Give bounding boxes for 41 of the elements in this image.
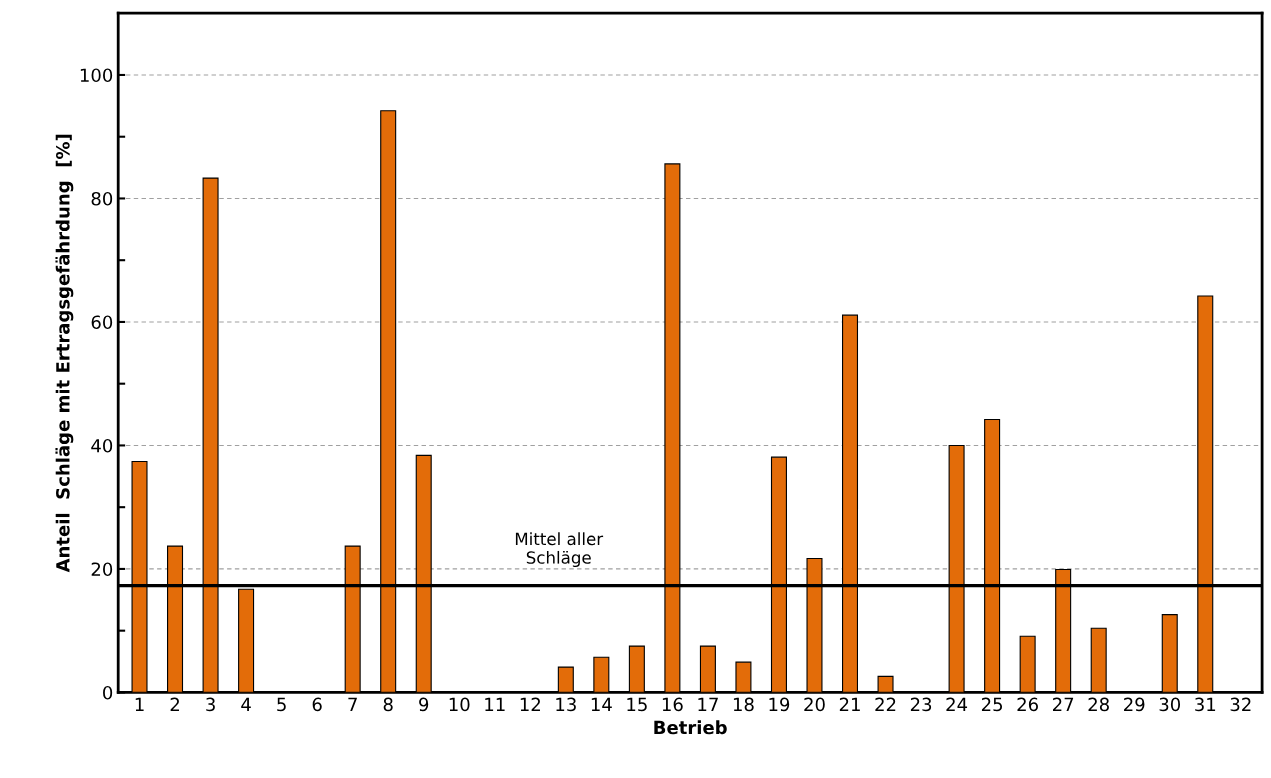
ref-line-label: Mittel aller Schläge: [515, 532, 604, 568]
x-tick-label: 18: [733, 697, 754, 712]
x-tick-label: 17: [698, 697, 718, 711]
x-tick-label: 22: [875, 697, 896, 711]
x-tick-label: 10: [449, 697, 470, 712]
x-tick-label: 20: [804, 697, 825, 712]
x-tick-label: 32: [1230, 697, 1251, 712]
y-tick-label: 20: [91, 562, 113, 577]
y-tick-label: 0: [103, 685, 113, 700]
x-tick-label: 30: [1159, 697, 1181, 712]
x-tick-label: 16: [662, 697, 683, 712]
x-tick-label: 26: [1017, 697, 1038, 712]
x-tick-label: 23: [910, 697, 932, 712]
x-tick-label: 27: [1053, 697, 1074, 711]
x-tick-label: 15: [627, 697, 647, 712]
x-tick-label: 3: [206, 697, 215, 712]
x-tick-label: 7: [348, 697, 357, 711]
x-tick-label: 25: [981, 697, 1003, 712]
x-tick-label: 28: [1088, 697, 1109, 712]
y-axis-title: Anteil Schläge mit Ertragsgefährdung [%]: [55, 134, 74, 573]
x-tick-label: 5: [277, 697, 286, 712]
x-tick-label: 13: [556, 697, 576, 712]
x-tick-label: 2: [170, 697, 179, 711]
x-tick-label: 29: [1124, 697, 1145, 712]
y-tick-label: 100: [80, 68, 113, 83]
x-tick-label: 1: [135, 697, 144, 711]
x-tick-label: 11: [485, 697, 505, 711]
x-tick-label: 12: [520, 697, 540, 711]
x-tick-label: 6: [312, 697, 322, 712]
x-tick-label: 14: [591, 697, 612, 711]
y-tick-label: 60: [91, 315, 113, 330]
x-tick-label: 21: [839, 697, 860, 711]
x-tick-label: 9: [419, 697, 429, 712]
x-tick-label: 19: [769, 697, 790, 712]
x-axis-title: Betrieb: [654, 720, 727, 735]
y-tick-label: 80: [91, 191, 113, 206]
x-tick-label: 4: [241, 697, 251, 711]
x-tick-label: 8: [383, 697, 393, 712]
x-tick-label: 24: [946, 697, 968, 711]
y-tick-label: 40: [91, 438, 113, 453]
x-tick-label: 31: [1195, 697, 1216, 712]
